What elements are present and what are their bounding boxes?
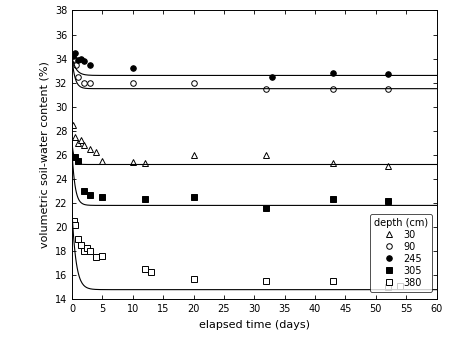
Legend: 30, 90, 245, 305, 380: 30, 90, 245, 305, 380 [370,214,432,292]
Y-axis label: volumetric soil-water content (%): volumetric soil-water content (%) [39,62,49,248]
X-axis label: elapsed time (days): elapsed time (days) [199,320,310,330]
